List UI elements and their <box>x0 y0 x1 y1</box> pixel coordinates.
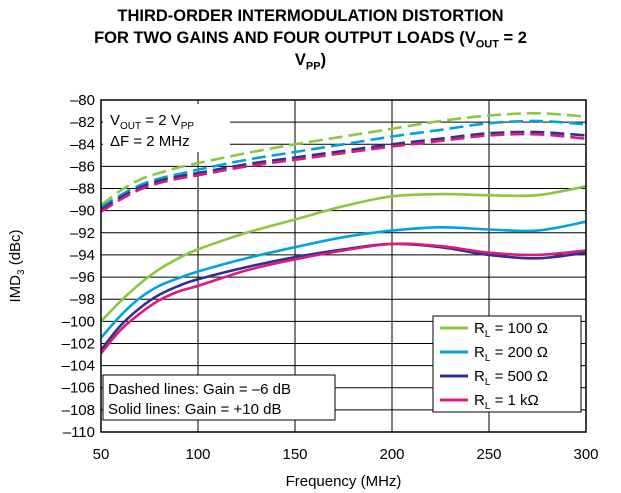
y-axis-label: IMD3 (dBc) <box>7 229 27 302</box>
title-line1-text: THIRD-ORDER INTERMODULATION DISTORTION <box>117 7 504 25</box>
x-tick-label-4: 250 <box>476 446 501 463</box>
y-tick-label-2: –84 <box>70 136 95 153</box>
plot-frame <box>100 99 587 433</box>
y-tick-label-10: –100 <box>62 313 95 330</box>
legend-label-3: RL = 1 kΩ <box>474 392 539 412</box>
annotation-bottom-line2: Solid lines: Gain = +10 dB <box>108 401 281 418</box>
chart-title-line3: VPP) <box>0 50 621 77</box>
legend-label-post-2: = 500 Ω <box>490 368 548 385</box>
series-line-solid-1 <box>100 220 587 339</box>
legend-label-post-3: = 1 kΩ <box>490 392 538 409</box>
title-line2-sub: OUT <box>475 38 499 51</box>
series-lines <box>99 111 587 355</box>
legend-label-sub-0: L <box>485 329 491 340</box>
y-tick-label-1: –82 <box>70 114 95 131</box>
y-tick-label-15: –110 <box>63 424 95 441</box>
title-line3-sub: PP <box>305 60 321 73</box>
y-tick-label-5: –90 <box>70 203 95 220</box>
annotation-bottom: Dashed lines: Gain = –6 dB Solid lines: … <box>102 374 336 421</box>
legend-label-2: RL = 500 Ω <box>474 368 548 388</box>
annotation-top: VOUT = 2 VPP ΔF = 2 MHz <box>103 104 230 152</box>
series-line-dashed-4 <box>100 111 587 207</box>
ylabel-main: IMD <box>7 275 24 303</box>
y-tick-label-13: –106 <box>62 380 95 397</box>
x-axis-label: Frequency (MHz) <box>286 473 402 490</box>
y-tick-label-8: –96 <box>70 269 95 286</box>
legend-label-post-1: = 200 Ω <box>490 344 548 361</box>
ylabel-post: (dBc) <box>7 229 24 269</box>
tick-labels: 50 100 150 200 250 300 –80 –82 –84 –86 –88 –90 –92 –9… <box>62 92 599 463</box>
legend-label-sub-3: L <box>485 401 491 412</box>
legend-label-0: RL = 100 Ω <box>474 320 548 340</box>
annot-vout-main: V <box>110 112 120 129</box>
y-tick-label-6: –92 <box>70 225 95 242</box>
legend-label-main-3: R <box>474 392 485 409</box>
legend-box <box>432 315 582 413</box>
x-tick-label-5: 300 <box>573 446 598 463</box>
legend-label-main-2: R <box>474 368 485 385</box>
y-tick-label-9: –98 <box>70 291 95 308</box>
chart-title-line2: FOR TWO GAINS AND FOUR OUTPUT LOADS (VOU… <box>0 28 621 55</box>
x-tick-label-2: 150 <box>282 446 307 463</box>
legend-label-1: RL = 200 Ω <box>474 344 548 364</box>
legend: RL = 100 ΩRL = 200 ΩRL = 500 ΩRL = 1 kΩ <box>432 315 582 413</box>
series-line-dashed-6 <box>100 130 587 211</box>
annot-vpp-sub: PP <box>181 121 195 132</box>
legend-label-main-1: R <box>474 344 485 361</box>
annotation-top-bg <box>103 104 230 152</box>
y-tick-label-7: –94 <box>70 247 95 264</box>
title-line3-post: ) <box>320 51 327 69</box>
ylabel-sub: 3 <box>16 269 27 275</box>
series-line-solid-3 <box>100 242 587 355</box>
title-line3-main: V <box>294 51 306 69</box>
y-tick-label-11: –102 <box>62 335 95 352</box>
series-line-solid-2 <box>99 242 587 351</box>
y-tick-label-12: –104 <box>62 358 95 375</box>
x-tick-label-3: 200 <box>379 446 404 463</box>
chart-title-line1: THIRD-ORDER INTERMODULATION DISTORTION <box>0 6 621 27</box>
annotation-top-line2: ΔF = 2 MHz <box>110 133 190 150</box>
x-tick-label-0: 50 <box>93 446 110 463</box>
title-line2-pre: FOR TWO GAINS AND FOUR OUTPUT LOADS (V <box>94 29 476 47</box>
y-tick-label-4: –88 <box>70 181 95 198</box>
y-tick-label-14: –108 <box>62 402 95 419</box>
x-tick-label-1: 100 <box>185 446 210 463</box>
series-line-dashed-5 <box>100 119 587 209</box>
legend-label-post-0: = 100 Ω <box>490 320 548 337</box>
annot-vout-sub: OUT <box>120 121 141 132</box>
legend-label-sub-2: L <box>485 377 491 388</box>
title-line2-post: = 2 <box>498 29 527 47</box>
y-tick-label-0: –80 <box>70 92 95 109</box>
y-tick-label-3: –86 <box>70 158 95 175</box>
annotation-top-line1: VOUT = 2 VPP <box>110 112 194 132</box>
annotation-bottom-line1: Dashed lines: Gain = –6 dB <box>108 381 291 398</box>
legend-label-sub-1: L <box>485 353 491 364</box>
annot-vout-post: = 2 V <box>141 112 181 129</box>
annotation-bottom-box <box>102 374 336 421</box>
series-line-solid-0 <box>100 185 587 323</box>
series-line-dashed-7 <box>100 132 587 213</box>
legend-label-main-0: R <box>474 320 485 337</box>
